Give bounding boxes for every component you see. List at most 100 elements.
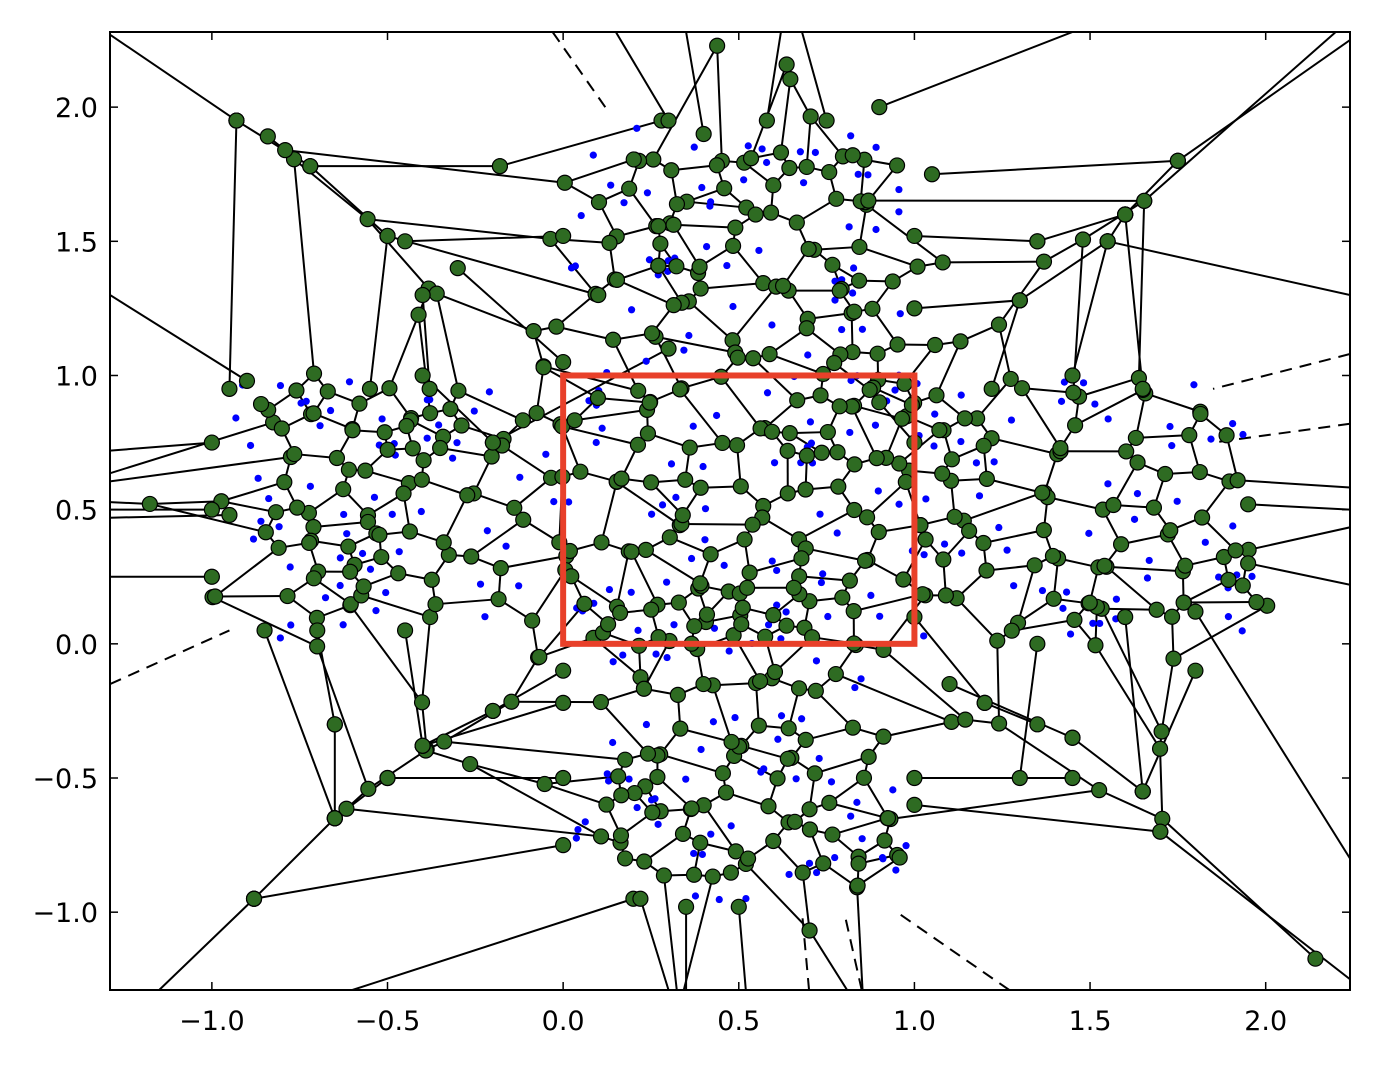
input-point — [654, 820, 662, 828]
voronoi-vertex — [1157, 465, 1174, 483]
voronoi-vertex — [616, 850, 634, 867]
voronoi-vertex — [1240, 496, 1257, 513]
voronoi-vertex — [797, 481, 814, 498]
input-point — [895, 208, 903, 216]
x-tick-label: 1.0 — [893, 1006, 936, 1037]
voronoi-vertex — [793, 550, 810, 567]
voronoi-edge — [543, 366, 599, 399]
voronoi-vertex — [765, 832, 782, 850]
voronoi-vertex — [1148, 601, 1165, 618]
voronoi-edge — [1017, 565, 1036, 624]
voronoi-vertex — [709, 37, 726, 54]
input-point — [574, 825, 582, 834]
voronoi-vertex — [279, 587, 296, 605]
voronoi-vertex — [821, 794, 838, 811]
voronoi-vertex — [556, 174, 573, 191]
voronoi-vertex — [361, 380, 379, 398]
voronoi-edge — [421, 616, 432, 703]
input-point — [930, 442, 938, 450]
voronoi-vertex — [671, 381, 689, 398]
voronoi-vertex — [774, 277, 792, 295]
voronoi-vertex — [442, 400, 459, 418]
voronoi-vertex — [844, 719, 861, 736]
input-point — [287, 621, 295, 629]
voronoi-vertex — [305, 570, 322, 587]
voronoi-vertex — [717, 784, 735, 801]
voronoi-vertex — [893, 410, 911, 427]
input-point — [382, 588, 390, 597]
voronoi-vertex — [983, 380, 1000, 398]
voronoi-far-edge — [1124, 214, 1144, 390]
voronoi-vertex — [897, 473, 914, 491]
voronoi-vertex — [1192, 405, 1209, 423]
input-point — [1207, 435, 1215, 443]
voronoi-edge — [769, 353, 824, 375]
voronoi-vertex — [652, 235, 669, 252]
voronoi-vertex — [772, 144, 790, 161]
voronoi-edge — [313, 520, 369, 528]
voronoi-edge — [1112, 462, 1139, 506]
voronoi-far-edge — [949, 683, 1073, 739]
voronoi-vertex — [629, 436, 647, 453]
input-point — [874, 487, 882, 495]
input-point — [1248, 572, 1256, 581]
voronoi-vertex — [1187, 662, 1204, 679]
voronoi-vertex — [728, 437, 746, 454]
input-point — [847, 376, 855, 385]
voronoi-vertex — [396, 233, 414, 250]
voronoi-vertex — [761, 346, 778, 363]
voronoi-vertex — [733, 616, 750, 633]
voronoi-far-edge — [1019, 240, 1109, 302]
voronoi-vertex — [1011, 292, 1028, 309]
voronoi-vertex — [359, 513, 377, 531]
voronoi-vertex — [765, 607, 782, 624]
voronoi-vertex — [714, 434, 731, 452]
voronoi-vertex — [373, 548, 390, 566]
input-point — [642, 720, 651, 729]
voronoi-edge — [612, 339, 640, 392]
input-point — [768, 557, 776, 565]
input-point — [701, 536, 709, 544]
voronoi-vertex — [818, 112, 835, 129]
voronoi-vertex — [884, 273, 901, 290]
voronoi-vertex — [765, 177, 782, 194]
voronoi-vertex — [415, 452, 432, 469]
voronoi-vertex — [829, 444, 846, 461]
input-point — [699, 462, 707, 471]
voronoi-vertex — [875, 728, 892, 745]
voronoi-vertex — [807, 682, 824, 699]
voronoi-edge — [367, 749, 427, 790]
input-point — [336, 581, 344, 590]
voronoi-vertex — [760, 798, 777, 815]
y-tick-label: 2.0 — [55, 93, 98, 124]
voronoi-vertex — [286, 445, 303, 463]
voronoi-vertex — [338, 800, 355, 817]
voronoi-far-edge — [801, 32, 828, 121]
voronoi-edge — [815, 690, 854, 729]
voronoi-vertex — [871, 394, 888, 411]
voronoi-vertex — [686, 618, 703, 635]
voronoi-edge — [733, 755, 779, 780]
voronoi-far-edge — [253, 817, 336, 900]
voronoi-vertex — [1003, 622, 1020, 639]
voronoi-vertex — [846, 303, 863, 320]
input-point — [768, 321, 776, 329]
voronoi-vertex — [639, 425, 657, 442]
voronoi-vertex — [704, 868, 721, 885]
y-tick-label: −1.0 — [32, 898, 98, 929]
voronoi-vertex — [800, 240, 817, 258]
voronoi-vertex — [228, 112, 245, 129]
input-point — [286, 563, 294, 571]
voronoi-edge — [360, 594, 431, 619]
x-tick-label: 1.5 — [1069, 1006, 1112, 1037]
voronoi-edge — [435, 293, 460, 391]
voronoi-edge — [556, 325, 614, 341]
voronoi-vertex — [566, 412, 583, 429]
voronoi-vertex — [555, 227, 572, 245]
voronoi-vertex — [727, 219, 744, 236]
voronoi-edge — [1159, 748, 1164, 819]
voronoi-vertex — [484, 434, 501, 451]
voronoi-vertex — [459, 487, 476, 504]
voronoi-vertex — [745, 350, 762, 367]
voronoi-vertex — [943, 713, 960, 730]
